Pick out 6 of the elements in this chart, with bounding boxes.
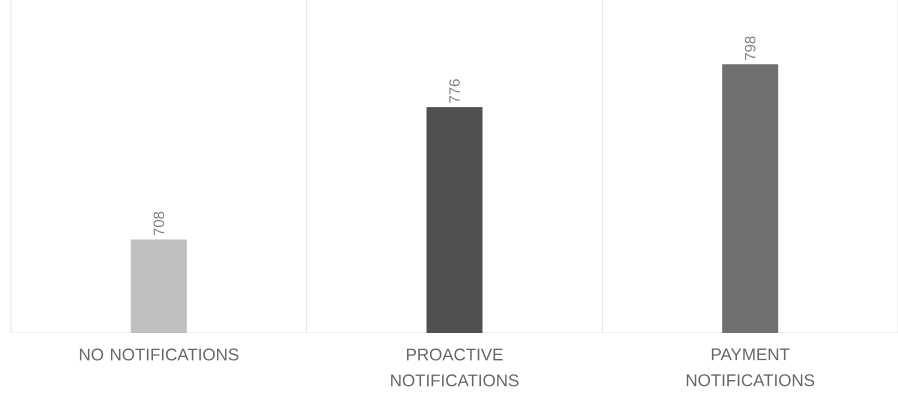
data-label: 708	[154, 212, 164, 236]
x-tick-label: PROACTIVE NOTIFICATIONS	[391, 348, 519, 386]
data-label: 776	[449, 79, 460, 103]
data-label: 798	[744, 36, 756, 60]
x-tick-label: PAYMENT NOTIFICATIONS	[686, 348, 814, 386]
x-tick-label: NO NOTIFICATIONS	[80, 348, 238, 361]
